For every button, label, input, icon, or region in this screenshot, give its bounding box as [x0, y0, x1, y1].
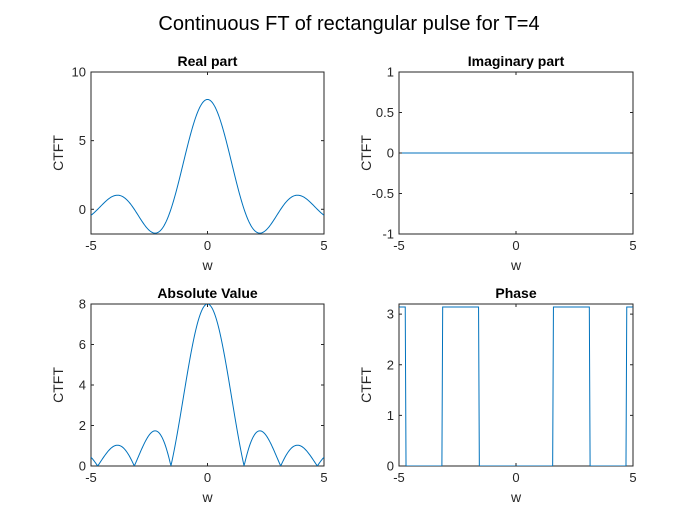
- figure-title: Continuous FT of rectangular pulse for T…: [158, 13, 539, 35]
- y-tick-label: 5: [79, 133, 86, 148]
- x-axis-label: w: [510, 257, 522, 273]
- x-tick-label: 5: [629, 238, 636, 253]
- subplot-imag: -5 0 5 -1 -0.5 0 0.5 1 Imaginary part w CTFT: [358, 53, 637, 273]
- x-tick-label: 0: [204, 470, 211, 485]
- y-tick-label: -1: [382, 227, 394, 242]
- y-tick-label: 1: [387, 65, 394, 80]
- subplot-title: Phase: [495, 285, 536, 301]
- x-tick-label: 0: [204, 238, 211, 253]
- y-tick-label: 3: [387, 307, 394, 322]
- axes-box: [398, 303, 634, 467]
- x-axis-label: w: [510, 489, 522, 505]
- x-tick-label: 0: [512, 238, 519, 253]
- y-tick-label: 0: [79, 459, 86, 474]
- x-tick-label: -5: [85, 470, 97, 485]
- x-tick-label: -5: [85, 238, 97, 253]
- series-line: [91, 304, 324, 466]
- y-tick-label: 6: [79, 337, 86, 352]
- x-tick-label: 5: [629, 470, 636, 485]
- subplot-real: -5 0 5 0 5 10 Real part w CTFT: [50, 53, 328, 273]
- y-tick-label: 2: [79, 418, 86, 433]
- x-tick-label: 5: [320, 238, 327, 253]
- y-tick-label: 0: [387, 459, 394, 474]
- y-tick-label: -0.5: [372, 186, 394, 201]
- y-axis-label: CTFT: [358, 367, 374, 403]
- y-tick-label: 1: [387, 408, 394, 423]
- y-tick-label: 4: [79, 378, 86, 393]
- subplot-title: Real part: [178, 53, 238, 69]
- x-tick-label: -5: [393, 238, 405, 253]
- x-tick-label: 5: [320, 470, 327, 485]
- axes-box: [90, 71, 325, 235]
- y-tick-label: 0: [79, 202, 86, 217]
- subplot-title: Absolute Value: [157, 285, 258, 301]
- y-tick-label: 10: [72, 65, 86, 80]
- y-tick-label: 2: [387, 357, 394, 372]
- subplot-title: Imaginary part: [468, 53, 565, 69]
- x-tick-label: 0: [512, 470, 519, 485]
- y-tick-label: 0: [387, 146, 394, 161]
- x-axis-label: w: [201, 489, 213, 505]
- y-axis-label: CTFT: [50, 367, 66, 403]
- axes-box: [90, 303, 325, 467]
- x-tick-label: -5: [393, 470, 405, 485]
- series-line: [91, 98, 324, 234]
- y-tick-label: 8: [79, 297, 86, 312]
- y-tick-label: 0.5: [376, 105, 394, 120]
- y-axis-label: CTFT: [358, 135, 374, 171]
- x-axis-label: w: [201, 257, 213, 273]
- y-axis-label: CTFT: [50, 135, 66, 171]
